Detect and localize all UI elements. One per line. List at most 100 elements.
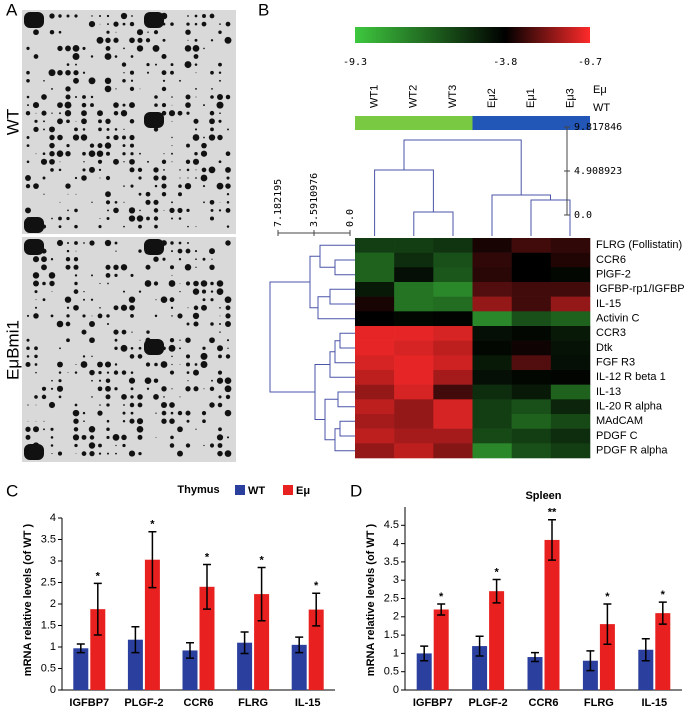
blot-dot [26, 160, 30, 164]
blot-dot [195, 169, 197, 171]
blot-dot [209, 199, 215, 205]
blot-dot [138, 224, 142, 229]
row-label: FGF R3 [596, 357, 635, 369]
blot-dot [226, 193, 230, 196]
heatmap-cell [394, 428, 434, 444]
y-tick-label: 1.5 [384, 629, 399, 641]
error-bar [295, 636, 304, 654]
x-tick-label: FLRG [238, 697, 268, 709]
blot-dot [153, 127, 159, 132]
significance-label: * [150, 519, 155, 531]
blot-dot [137, 167, 143, 173]
chart-title: Thymus [177, 484, 219, 496]
blot-dot [209, 216, 215, 221]
blot-dot [26, 346, 30, 351]
blot-dot [137, 434, 143, 440]
blot-dot [49, 13, 55, 19]
blot-dot [179, 347, 181, 350]
blot-dot [58, 379, 62, 383]
blot-dot [130, 152, 134, 156]
blot-dot [26, 355, 30, 358]
colorbar-tick-label: -3.8 [493, 57, 517, 68]
blot-dot [171, 104, 173, 106]
blot-dot [138, 192, 142, 196]
heatmap-cell [511, 443, 552, 459]
blot-dot [163, 153, 165, 155]
blot-dot [170, 435, 174, 440]
blot-dot [35, 299, 37, 301]
y-tick-label: 4 [393, 538, 399, 550]
blot-dot [88, 150, 96, 158]
blot-dot [201, 289, 207, 294]
blot-dot [97, 386, 103, 392]
blot-dot [41, 394, 47, 400]
blot-dot [208, 166, 216, 174]
blot-dot [65, 321, 71, 327]
blot-dot [123, 404, 125, 406]
x-tick-label: PLGF-2 [469, 697, 508, 709]
bar [73, 648, 89, 690]
blot-dot [106, 135, 110, 140]
blot-dot [26, 136, 30, 139]
blot-dot [138, 249, 142, 253]
heatmap-cell [433, 428, 473, 444]
blot-dot [89, 321, 95, 327]
bar [527, 657, 543, 690]
blot-dot [209, 386, 215, 392]
heatmap-cell [550, 282, 591, 297]
heatmap-cell [433, 326, 473, 341]
blot-dot [105, 151, 111, 156]
blot-spot [144, 112, 164, 128]
blot-dot [99, 282, 101, 285]
blot-dot [97, 313, 103, 319]
blot-dot [218, 71, 222, 74]
blot-dot [153, 256, 159, 262]
heatmap-cell [511, 370, 552, 385]
blot-dot [202, 346, 206, 350]
blot-dot [66, 144, 70, 148]
heatmap-cell [550, 428, 591, 444]
blot-dot [177, 207, 183, 213]
significance-label: * [661, 589, 666, 601]
blot-dot [35, 371, 37, 374]
heatmap-cell [511, 399, 552, 415]
blot-dot [171, 145, 173, 147]
blot-dot [74, 371, 78, 374]
blot-dot [98, 225, 102, 229]
blot-dot [129, 21, 135, 27]
heatmap-cell [433, 399, 473, 415]
blot-dot [56, 320, 64, 328]
blot-dot [201, 304, 207, 311]
blot-dot [50, 444, 54, 447]
blot-dot [217, 370, 223, 375]
blot-dot [122, 419, 126, 423]
error-bar [586, 650, 595, 672]
blot-dot [225, 394, 231, 400]
blot-dot [161, 70, 167, 76]
blot-dot [91, 274, 93, 277]
bar [599, 624, 615, 690]
blot-dot [201, 167, 207, 173]
blot-dot [170, 241, 174, 245]
blot-dot [130, 55, 134, 58]
blot-dot [169, 443, 175, 448]
blot-dot [168, 344, 176, 352]
blot-dot [56, 239, 64, 247]
blot-dot [91, 379, 93, 382]
heatmap-cell [472, 252, 512, 268]
heatmap-cell [550, 326, 591, 341]
blot-dot [179, 283, 181, 284]
blot-dot [34, 306, 38, 309]
y-tick-label: 0 [393, 684, 399, 696]
blot-dot [57, 361, 63, 368]
blot-dot [50, 314, 54, 318]
column-label: Eμ2 [486, 88, 498, 108]
blot-dot [41, 264, 47, 271]
blot-dot [225, 21, 231, 27]
blot-dot [49, 151, 55, 157]
blot-dot [194, 151, 198, 156]
blot-dot [123, 128, 125, 131]
blot-image [22, 237, 236, 462]
blot-dot [74, 224, 78, 229]
blot-dot [171, 201, 173, 204]
